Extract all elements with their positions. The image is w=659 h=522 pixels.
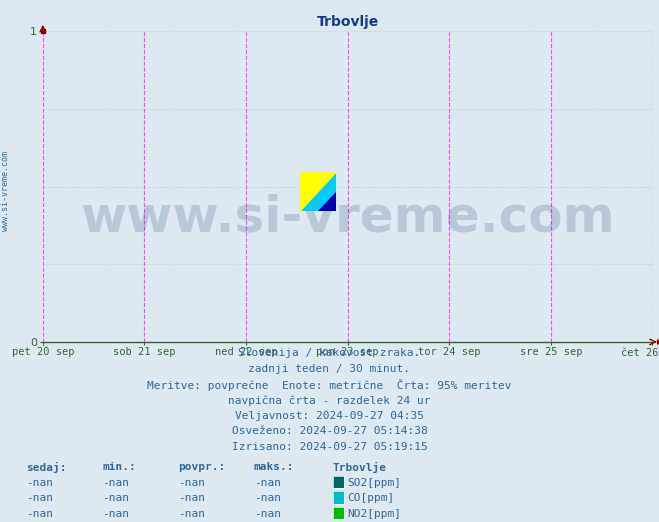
Title: Trbovlje: Trbovlje (316, 15, 379, 29)
Text: -nan: -nan (102, 493, 129, 503)
Text: navpična črta - razdelek 24 ur: navpična črta - razdelek 24 ur (228, 395, 431, 406)
Text: -nan: -nan (26, 478, 53, 488)
Text: -nan: -nan (102, 478, 129, 488)
Text: -nan: -nan (26, 509, 53, 519)
Text: -nan: -nan (254, 478, 281, 488)
Text: -nan: -nan (102, 509, 129, 519)
Polygon shape (318, 192, 336, 211)
Text: maks.:: maks.: (254, 462, 294, 472)
Text: SO2[ppm]: SO2[ppm] (347, 478, 401, 488)
Text: www.si-vreme.com: www.si-vreme.com (80, 194, 615, 242)
Text: Trbovlje: Trbovlje (333, 462, 387, 473)
Polygon shape (300, 172, 336, 211)
Text: zadnji teden / 30 minut.: zadnji teden / 30 minut. (248, 364, 411, 374)
Text: Meritve: povprečne  Enote: metrične  Črta: 95% meritev: Meritve: povprečne Enote: metrične Črta:… (147, 379, 512, 392)
Text: min.:: min.: (102, 462, 136, 472)
Text: NO2[ppm]: NO2[ppm] (347, 509, 401, 519)
Text: www.si-vreme.com: www.si-vreme.com (1, 150, 10, 231)
Polygon shape (300, 172, 336, 211)
Text: Veljavnost: 2024-09-27 04:35: Veljavnost: 2024-09-27 04:35 (235, 411, 424, 421)
Text: -nan: -nan (178, 493, 205, 503)
Text: -nan: -nan (26, 493, 53, 503)
Text: -nan: -nan (254, 493, 281, 503)
Text: -nan: -nan (254, 509, 281, 519)
Text: Slovenija / kakovost zraka.: Slovenija / kakovost zraka. (239, 348, 420, 358)
Text: povpr.:: povpr.: (178, 462, 225, 472)
Text: sedaj:: sedaj: (26, 462, 67, 473)
Text: -nan: -nan (178, 509, 205, 519)
Text: CO[ppm]: CO[ppm] (347, 493, 395, 503)
Text: -nan: -nan (178, 478, 205, 488)
Text: Izrisano: 2024-09-27 05:19:15: Izrisano: 2024-09-27 05:19:15 (231, 442, 428, 452)
Text: Osveženo: 2024-09-27 05:14:38: Osveženo: 2024-09-27 05:14:38 (231, 426, 428, 436)
